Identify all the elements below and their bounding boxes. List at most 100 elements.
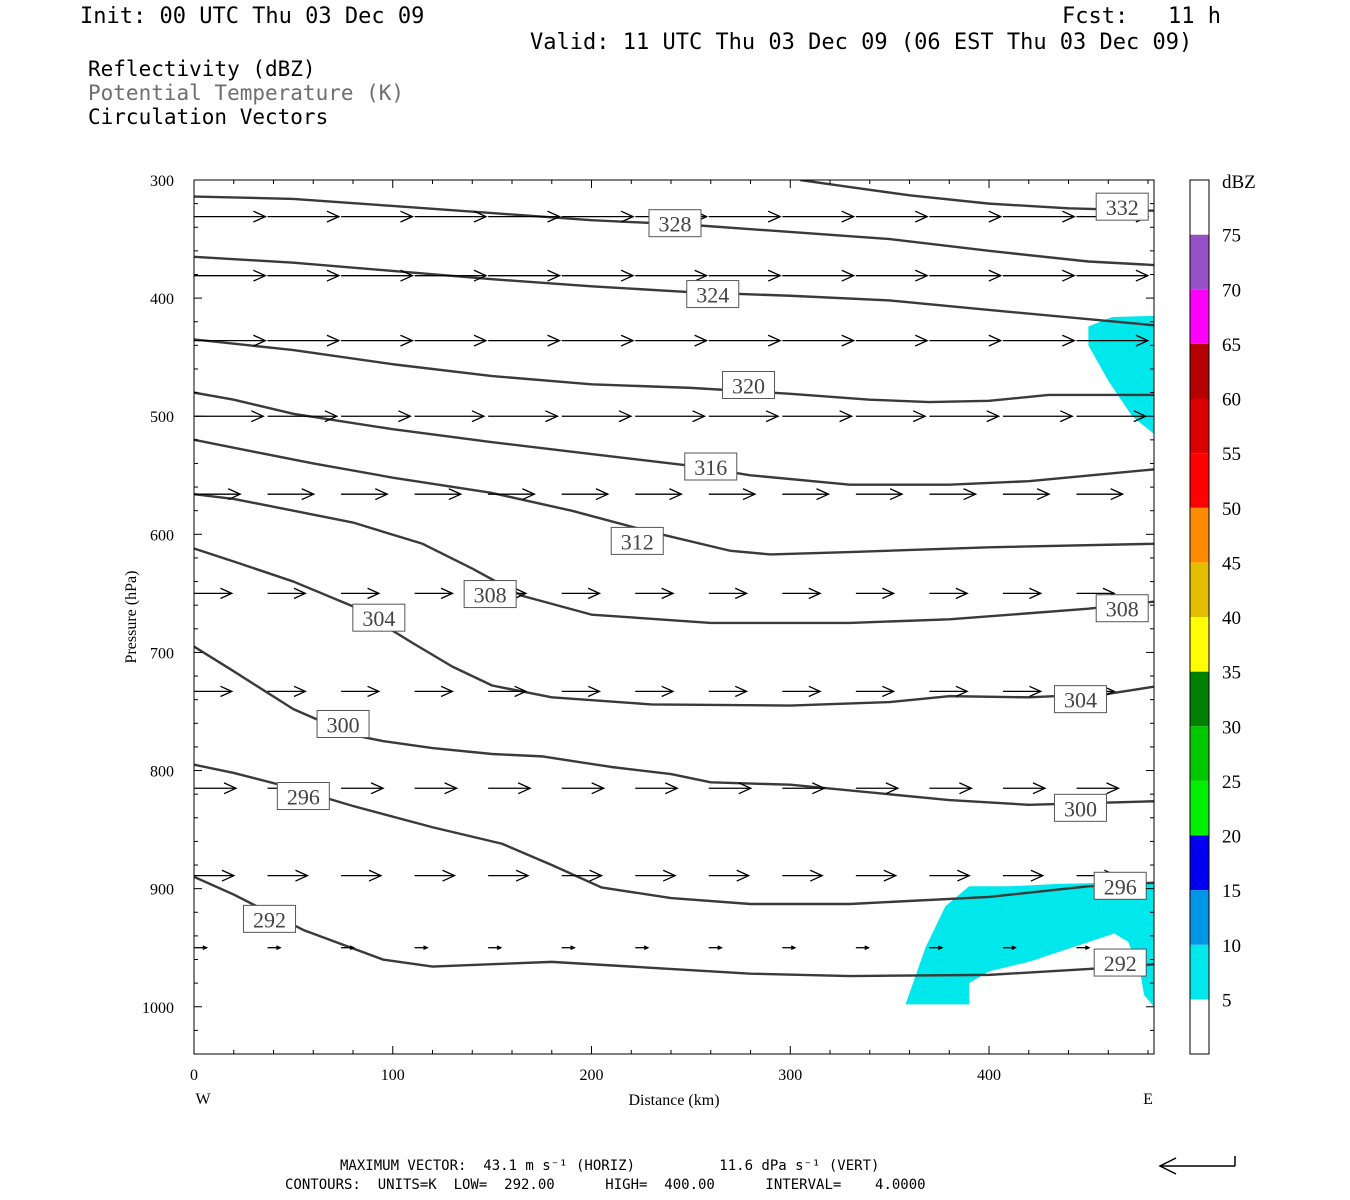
colorbar-bin (1190, 343, 1209, 399)
theta-contour-304 (194, 547, 1154, 707)
circulation-vector (341, 210, 415, 223)
svg-text:332: 332 (1106, 195, 1139, 220)
theta-contour-316 (194, 391, 1154, 486)
contour-label-316: 316 (684, 452, 738, 481)
y-tick-label: 800 (150, 764, 174, 781)
colorbar-level-label: 45 (1222, 553, 1241, 574)
circulation-vector (708, 945, 723, 950)
reflectivity-layer (905, 315, 1154, 1007)
contour-label-304: 304 (1053, 685, 1107, 714)
circulation-vector (782, 334, 856, 347)
colorbar-bin (1190, 835, 1209, 891)
circulation-vector (267, 269, 341, 282)
plot-frame (193, 179, 1155, 1055)
y-tick-label: 1000 (142, 1000, 174, 1017)
circulation-vector (414, 945, 429, 950)
circulation-vector (635, 334, 709, 347)
legend-circulation-vectors: Circulation Vectors (88, 105, 329, 129)
contour-label-304: 304 (352, 603, 406, 632)
circulation-vector (341, 782, 385, 795)
valid-time: Valid: 11 UTC Thu 03 Dec 09 (06 EST Thu … (530, 30, 1193, 55)
circulation-vector (561, 269, 635, 282)
circulation-vector (635, 488, 684, 501)
circulation-vector (1002, 869, 1045, 882)
circulation-vector (929, 488, 978, 501)
west-label: W (195, 1091, 211, 1108)
forecast-hour: Fcst: 11 h (1062, 4, 1221, 29)
circulation-vector (561, 869, 604, 882)
circulation-vector-layer (194, 210, 1150, 950)
circulation-vector (708, 269, 782, 282)
circulation-vector (782, 869, 824, 882)
circulation-vector (194, 587, 234, 600)
circulation-vector (414, 685, 455, 698)
circulation-vector (1076, 488, 1125, 501)
circulation-vector (855, 945, 871, 950)
max-vector-note: MAXIMUM VECTOR: 43.1 m s⁻¹ (HORIZ) 11.6 … (340, 1158, 880, 1174)
circulation-vector (929, 587, 969, 600)
circulation-vector (488, 488, 536, 501)
circulation-vector (708, 334, 782, 347)
circulation-vector (341, 685, 381, 698)
circulation-vector (1076, 269, 1150, 282)
circulation-vector (1002, 945, 1018, 950)
circulation-vector (855, 869, 898, 882)
colorbar-bin (1190, 780, 1209, 836)
circulation-vector (929, 685, 969, 698)
circulation-vector (267, 869, 310, 882)
colorbar-bin (1190, 562, 1209, 617)
contour-info: CONTOURS: UNITS=K LOW= 292.00 HIGH= 400.… (285, 1177, 926, 1193)
theta-contour-320 (194, 338, 1154, 404)
circulation-vector (855, 782, 900, 795)
circulation-vector (488, 269, 562, 282)
colorbar-bin (1190, 289, 1209, 344)
circulation-vector (1076, 945, 1091, 950)
axes-layer: 300 400 500 600 700 800 900 1000 0 100 200 300 400 (142, 173, 1154, 1084)
circulation-vector (855, 587, 896, 600)
circulation-vector (194, 488, 242, 501)
circulation-vector (855, 269, 929, 282)
circulation-vector (267, 334, 341, 347)
svg-text:304: 304 (1064, 688, 1097, 713)
y-tick-label: 900 (150, 882, 174, 899)
reflectivity-area-2 (905, 882, 1154, 1007)
theta-contour-296 (194, 763, 1154, 906)
circulation-vector (635, 587, 675, 600)
circulation-vector (929, 782, 973, 795)
contour-label-300: 300 (316, 709, 370, 738)
svg-text:320: 320 (732, 374, 765, 399)
circulation-vector (341, 410, 412, 423)
colorbar-level-label: 70 (1222, 280, 1241, 301)
circulation-vector (488, 210, 562, 223)
reference-vector-icon (1158, 1156, 1236, 1175)
circulation-vector (561, 410, 633, 423)
y-tick-label: 600 (150, 527, 174, 544)
circulation-vector (561, 210, 635, 223)
circulation-vector (267, 488, 316, 501)
svg-text:316: 316 (694, 455, 727, 480)
contour-label-308: 308 (463, 580, 517, 609)
theta-contour-332 (800, 180, 1154, 212)
circulation-vector (708, 210, 782, 223)
contour-label-324: 324 (686, 280, 740, 309)
circulation-vector (1076, 334, 1150, 347)
colorbar-bin (1190, 726, 1209, 781)
circulation-vector (635, 782, 679, 795)
colorbar-bin (1190, 398, 1209, 454)
colorbar-level-label: 25 (1222, 772, 1241, 793)
colorbar-level-label: 5 (1222, 990, 1232, 1011)
circulation-vector (929, 210, 1003, 223)
circulation-vector (414, 782, 459, 795)
x-tick-label: 100 (381, 1067, 405, 1084)
circulation-vector (855, 685, 896, 698)
circulation-vector (341, 587, 381, 600)
contour-label-332: 332 (1095, 192, 1149, 221)
contour-label-296: 296 (1093, 871, 1147, 900)
circulation-vector (341, 869, 383, 882)
circulation-vector (708, 685, 749, 698)
circulation-vector (782, 587, 822, 600)
y-tick-label: 700 (150, 645, 174, 662)
circulation-vector (341, 488, 389, 501)
circulation-vector (855, 488, 904, 501)
